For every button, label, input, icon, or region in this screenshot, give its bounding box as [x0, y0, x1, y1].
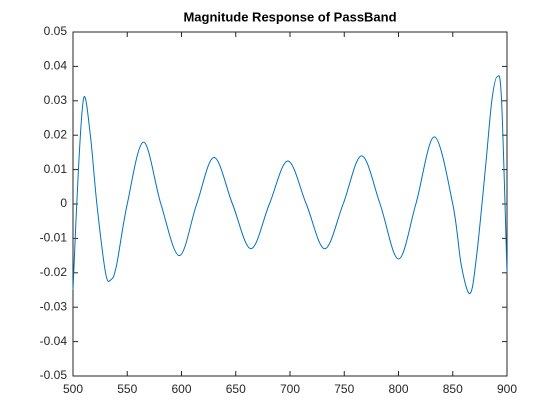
x-tick-label: 500: [63, 382, 83, 396]
y-tick-label: -0.02: [40, 265, 68, 279]
line-series: [72, 75, 508, 294]
y-tick-label: -0.03: [40, 299, 68, 313]
y-tick-label: 0.03: [44, 93, 68, 107]
y-tick-label: -0.05: [40, 368, 68, 382]
x-tick-label: 650: [226, 382, 246, 396]
x-tick-label: 900: [497, 382, 517, 396]
y-tick-label: -0.01: [40, 231, 68, 245]
axes-box: [72, 31, 508, 377]
y-tick-label: 0.01: [44, 162, 68, 176]
x-tick-label: 750: [334, 382, 354, 396]
y-tick-label: 0.04: [44, 59, 68, 73]
chart-title: Magnitude Response of PassBand: [183, 9, 396, 24]
x-tick-label: 850: [443, 382, 463, 396]
y-tick-label: 0.02: [44, 127, 68, 141]
y-tick-label: 0.05: [44, 24, 68, 38]
y-tick-label: 0: [60, 196, 67, 210]
x-tick-label: 550: [117, 382, 137, 396]
x-tick-label: 600: [171, 382, 191, 396]
x-tick-label: 800: [388, 382, 408, 396]
y-tick-label: -0.04: [40, 334, 68, 348]
x-tick-label: 700: [280, 382, 300, 396]
